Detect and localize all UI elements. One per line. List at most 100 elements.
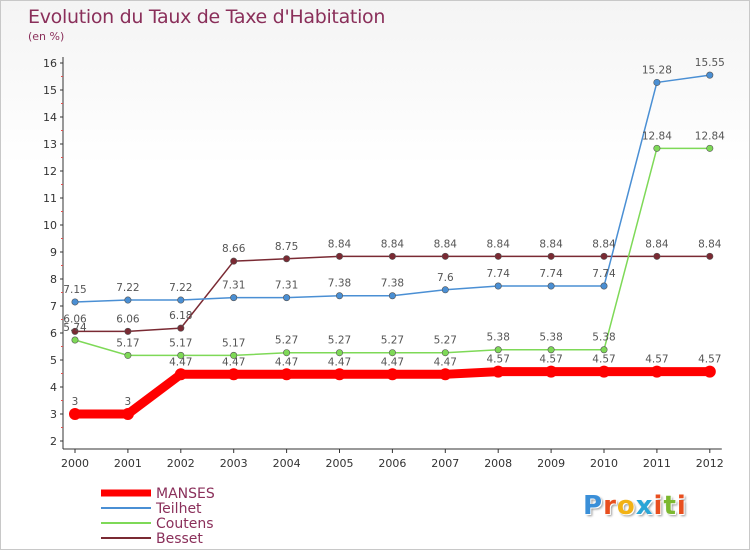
data-point <box>174 368 187 381</box>
y-tick-label: 2 <box>50 435 57 448</box>
legend-label-manses: MANSES <box>156 486 215 502</box>
data-label: 4.47 <box>222 356 245 368</box>
data-label: 5.17 <box>169 337 192 349</box>
y-tick-label: 16 <box>43 57 57 70</box>
data-label: 5.27 <box>381 335 404 347</box>
data-label: 8.75 <box>275 241 298 253</box>
y-tick-label: 9 <box>50 246 57 259</box>
data-label: 4.47 <box>275 356 298 368</box>
data-label: 5.17 <box>116 337 139 349</box>
data-label: 7.6 <box>437 272 454 284</box>
y-tick-label: 3 <box>50 408 57 421</box>
legend-label-besset: Besset <box>156 531 203 547</box>
data-label: 5.27 <box>328 335 351 347</box>
y-tick-label: 12 <box>43 165 57 178</box>
x-tick-label: 2000 <box>61 457 89 470</box>
data-point <box>441 252 449 260</box>
y-tick-label: 10 <box>43 219 57 232</box>
data-point <box>388 252 396 260</box>
data-label: 8.84 <box>592 238 616 250</box>
chart-subtitle: (en %) <box>28 30 65 43</box>
x-tick-label: 2003 <box>220 457 248 470</box>
legend-label-teilhet: Teilhet <box>155 501 202 517</box>
data-labels: 3 3 4.47 4.47 4.47 4.47 4.47 4.47 4.57 4.57 4.57 4.… <box>63 57 725 408</box>
data-label: 4.47 <box>169 356 192 368</box>
logo-letter: t <box>663 491 677 521</box>
data-point <box>283 255 291 263</box>
y-tick-label: 4 <box>50 381 57 394</box>
x-tick-label: 2006 <box>378 457 406 470</box>
data-label: 3 <box>125 396 132 408</box>
data-point <box>492 365 505 378</box>
data-point <box>653 252 661 260</box>
logo-letter: r <box>603 491 617 521</box>
data-point <box>650 365 663 378</box>
data-point <box>653 144 661 152</box>
data-label: 8.84 <box>645 238 669 250</box>
x-tick-label: 2011 <box>643 457 671 470</box>
data-point <box>441 349 449 357</box>
data-point <box>230 294 238 302</box>
data-label: 15.28 <box>642 64 672 76</box>
x-tick-label: 2005 <box>326 457 354 470</box>
data-label: 5.17 <box>222 337 245 349</box>
data-label: 6.06 <box>116 313 140 325</box>
data-point <box>335 252 343 260</box>
data-point <box>547 346 555 354</box>
y-tick-label: 11 <box>43 192 57 205</box>
x-tick-label: 2007 <box>431 457 459 470</box>
data-label: 4.47 <box>381 356 404 368</box>
data-point <box>600 252 608 260</box>
data-label: 12.84 <box>695 130 725 142</box>
logo-letter: x <box>635 491 654 521</box>
data-point <box>600 282 608 290</box>
data-point <box>545 365 558 378</box>
data-point <box>441 286 449 294</box>
data-label: 7.31 <box>222 280 245 292</box>
data-point <box>121 408 134 420</box>
data-point <box>333 368 346 381</box>
data-point <box>283 294 291 302</box>
data-point <box>69 408 81 420</box>
data-label: 4.57 <box>539 354 562 366</box>
data-label: 4.47 <box>434 356 457 368</box>
data-point <box>230 351 238 359</box>
data-label: 5.38 <box>487 332 510 344</box>
data-label: 7.38 <box>381 278 404 290</box>
logo-letter: P <box>583 491 604 521</box>
y-tick-label: 8 <box>50 273 57 286</box>
y-tick-label: 5 <box>50 354 57 367</box>
y-tick-label: 14 <box>43 111 57 124</box>
data-point <box>494 282 502 290</box>
data-point <box>227 368 240 381</box>
data-point <box>388 349 396 357</box>
x-tick-label: 2002 <box>167 457 195 470</box>
logo-letter: o <box>616 491 636 521</box>
data-point <box>335 349 343 357</box>
data-point <box>703 365 716 378</box>
proxiti-logo: Proxiti <box>583 491 687 521</box>
data-label: 7.74 <box>539 268 563 280</box>
data-label: 7.38 <box>328 278 351 290</box>
data-point <box>280 368 293 381</box>
x-tick-label: 2009 <box>537 457 565 470</box>
data-label: 6.18 <box>169 310 192 322</box>
data-point <box>124 296 132 304</box>
data-point <box>600 346 608 354</box>
data-label: 8.84 <box>539 238 563 250</box>
data-point <box>494 252 502 260</box>
data-label: 4.57 <box>487 354 510 366</box>
x-tick-label: 2012 <box>696 457 724 470</box>
y-tick-label: 13 <box>43 138 57 151</box>
data-point <box>177 296 185 304</box>
x-tick-label: 2010 <box>590 457 618 470</box>
data-point <box>653 78 661 86</box>
y-tick-label: 7 <box>50 300 57 313</box>
data-label: 5.38 <box>539 332 562 344</box>
series-line-coutens <box>74 147 711 357</box>
data-label: 6.06 <box>63 313 87 325</box>
data-point <box>598 365 610 378</box>
data-label: 7.74 <box>487 268 511 280</box>
